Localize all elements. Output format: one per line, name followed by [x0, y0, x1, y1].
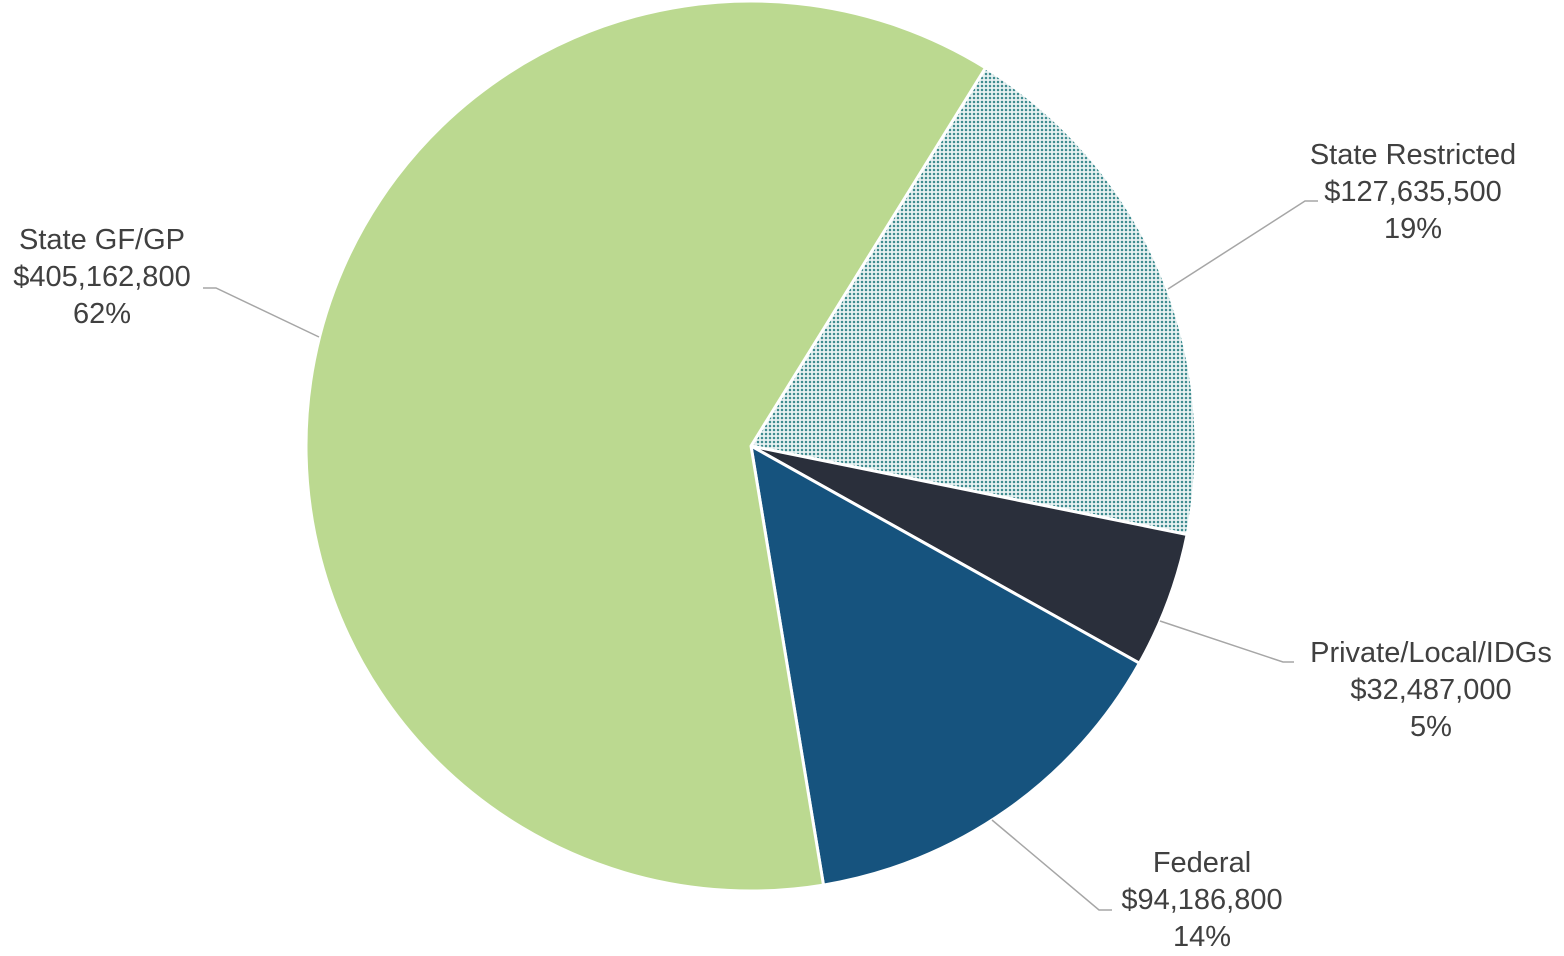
data-labels: State Restricted $127,635,500 19% Private/L…: [13, 139, 1552, 953]
slice-percent-state-gf-gp: 62%: [73, 298, 131, 330]
slice-value-state-gf-gp: $405,162,800: [13, 261, 190, 293]
slice-percent-state-restricted: 19%: [1384, 213, 1442, 245]
data-label-private-local-idgs: Private/Local/IDGs $32,487,000 5%: [1310, 637, 1552, 743]
data-label-federal: Federal $94,186,800 14%: [1121, 847, 1282, 953]
slice-name-state-gf-gp: State GF/GP: [19, 224, 185, 256]
pie-slice-state-gf-gp: [304, 0, 987, 893]
slice-name-private-local-idgs: Private/Local/IDGs: [1310, 637, 1552, 669]
data-label-state-gf-gp: State GF/GP $405,162,800 62%: [13, 224, 190, 330]
data-label-state-restricted: State Restricted $127,635,500 19%: [1310, 139, 1516, 245]
slice-value-federal: $94,186,800: [1121, 884, 1282, 916]
slice-value-state-restricted: $127,635,500: [1324, 176, 1501, 208]
leader-line-state-gf-gp: [203, 287, 320, 338]
slice-percent-federal: 14%: [1173, 921, 1231, 953]
leader-line-state-restricted: [1167, 200, 1318, 290]
pie-slices: [304, 0, 1198, 893]
pie-slice-state-restricted: [749, 66, 1198, 537]
slice-name-federal: Federal: [1153, 847, 1251, 879]
pie-slice-federal: [749, 444, 1141, 887]
leader-lines: [203, 200, 1318, 911]
slice-name-state-restricted: State Restricted: [1310, 139, 1516, 171]
slice-percent-private-local-idgs: 5%: [1410, 711, 1452, 743]
leader-line-private-local-idgs: [1159, 620, 1294, 663]
slice-value-private-local-idgs: $32,487,000: [1350, 674, 1511, 706]
leader-line-federal: [991, 819, 1112, 911]
